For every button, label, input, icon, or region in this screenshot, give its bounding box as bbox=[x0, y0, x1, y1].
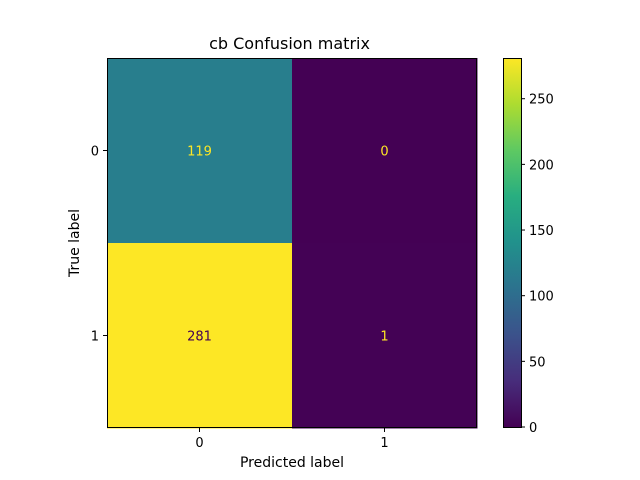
y-tick-label: 0 bbox=[91, 145, 99, 160]
colorbar-tick-label: 50 bbox=[529, 355, 546, 370]
plot-frame bbox=[107, 58, 477, 428]
colorbar-tick-label: 0 bbox=[529, 421, 537, 436]
heatmap-cells: 119 0 281 1 bbox=[107, 58, 478, 429]
colorbar-tick-label: 200 bbox=[529, 158, 554, 173]
cell-0-1 bbox=[292, 58, 478, 244]
colorbar-ticks: 0 50 100 150 200 250 bbox=[521, 93, 554, 436]
y-axis-label: True label bbox=[67, 209, 83, 278]
x-tick-label: 0 bbox=[195, 436, 203, 451]
cell-value-0-0: 119 bbox=[187, 145, 212, 160]
cell-value-0-1: 0 bbox=[380, 145, 388, 160]
colorbar bbox=[503, 58, 521, 427]
chart-title: cb Confusion matrix bbox=[209, 34, 370, 53]
x-axis-label: Predicted label bbox=[240, 455, 344, 471]
cell-0-0 bbox=[107, 58, 293, 244]
cell-1-0 bbox=[107, 243, 293, 429]
colorbar-tick-label: 100 bbox=[529, 290, 554, 305]
cell-value-1-1: 1 bbox=[380, 330, 388, 345]
cell-1-1 bbox=[292, 243, 478, 429]
y-axis-ticks: 01 bbox=[91, 145, 107, 345]
colorbar-tick-label: 150 bbox=[529, 224, 554, 239]
x-tick-label: 1 bbox=[380, 436, 388, 451]
colorbar-frame bbox=[503, 58, 522, 428]
cell-value-1-0: 281 bbox=[187, 330, 212, 345]
y-tick-label: 1 bbox=[91, 330, 99, 345]
colorbar-tick-label: 250 bbox=[529, 93, 554, 108]
